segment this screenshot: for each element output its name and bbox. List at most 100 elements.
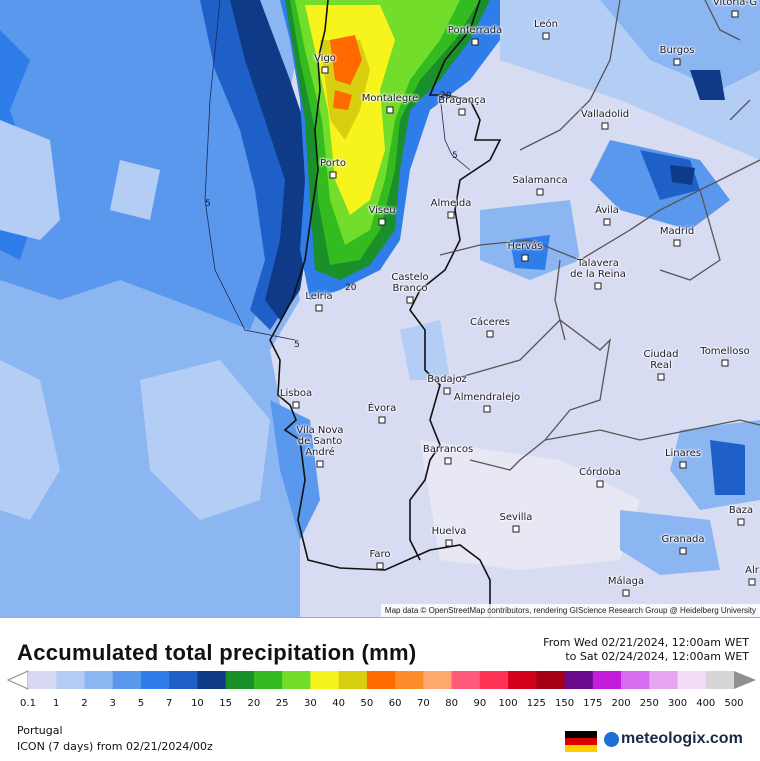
- city-label: Talavera de la Reina: [570, 258, 626, 280]
- city-label: Vigo: [314, 53, 336, 64]
- legend-tick-label: 40: [332, 698, 345, 709]
- legend-tick-label: 15: [219, 698, 233, 709]
- city-marker: [536, 188, 544, 196]
- city-label: Alr: [745, 565, 759, 576]
- city-marker: [316, 460, 324, 468]
- city-label: Huelva: [431, 526, 467, 537]
- city-marker: [596, 480, 604, 488]
- city-label: Faro: [369, 549, 391, 560]
- map-title: Accumulated total precipitation (mm): [17, 640, 417, 665]
- time-range-to: to Sat 02/24/2024, 12:00am WET: [565, 650, 749, 663]
- city-marker: [486, 330, 494, 338]
- legend-tick-label: 20: [247, 698, 261, 709]
- legend-tick-label: 125: [526, 698, 546, 709]
- legend-swatch: [423, 671, 453, 689]
- meteologix-logo[interactable]: meteologix.com: [604, 730, 743, 748]
- map-canvas: [0, 0, 760, 617]
- city-marker: [329, 171, 337, 179]
- legend-tick-label: 400: [696, 698, 716, 709]
- city-label: Montalegre: [361, 93, 419, 104]
- city-label: Lisboa: [279, 388, 313, 399]
- city-label: Baza: [728, 505, 754, 516]
- region-label: Portugal: [17, 724, 63, 737]
- legend-arrow-high: [734, 671, 756, 689]
- legend-swatch: [395, 671, 424, 689]
- legend-swatch: [282, 671, 311, 689]
- legend-tick-label: 80: [445, 698, 458, 709]
- city-label: Viseu: [368, 205, 396, 216]
- germany-flag-icon: [565, 731, 597, 752]
- city-label: Linares: [664, 448, 702, 459]
- legend-tick-label: 150: [555, 698, 575, 709]
- precipitation-map[interactable]: Vitoria-G Ponferrada León Vigo Burgos Montale…: [0, 0, 760, 617]
- city-label: Ávila: [595, 205, 619, 216]
- legend-tick-label: 3: [109, 698, 116, 709]
- legend-tick-label: 7: [166, 698, 173, 709]
- city-label: Cáceres: [469, 317, 511, 328]
- city-marker: [378, 218, 386, 226]
- legend-tick-label: 0.1: [20, 698, 36, 709]
- legend-tick-label: 2: [81, 698, 88, 709]
- legend-tick-label: 1: [53, 698, 60, 709]
- legend-tick-label: 70: [416, 698, 430, 709]
- city-marker: [673, 58, 681, 66]
- map-attribution[interactable]: Map data © OpenStreetMap contributors, r…: [380, 604, 760, 617]
- city-marker: [737, 518, 745, 526]
- legend-tick-label: 30: [304, 698, 317, 709]
- legend-swatch: [84, 671, 114, 689]
- legend-swatch: [310, 671, 340, 689]
- city-marker: [673, 239, 681, 247]
- legend-swatch: [140, 671, 170, 689]
- city-marker: [378, 416, 386, 424]
- city-marker: [483, 405, 491, 413]
- legend-swatch: [253, 671, 283, 689]
- legend-swatch: [508, 671, 537, 689]
- city-marker: [447, 211, 455, 219]
- contour-label: 5: [294, 340, 300, 350]
- legend-swatch: [28, 671, 57, 689]
- legend-tick-label: 200: [611, 698, 631, 709]
- legend-swatch: [197, 671, 227, 689]
- city-marker: [406, 296, 414, 304]
- brand-name: meteologix.com: [621, 730, 743, 747]
- legend-swatch: [649, 671, 679, 689]
- legend-swatch: [564, 671, 594, 689]
- city-marker: [731, 10, 739, 18]
- city-label: Hervás: [507, 241, 543, 252]
- legend-tick-label: 50: [360, 698, 374, 709]
- city-label: Salamanca: [512, 175, 568, 186]
- legend-swatch: [366, 671, 396, 689]
- city-marker: [444, 457, 452, 465]
- city-label: Sevilla: [499, 512, 533, 523]
- city-label: Évora: [367, 403, 397, 414]
- legend-swatch: [225, 671, 255, 689]
- legend-tick-label: 10: [191, 698, 204, 709]
- city-marker: [679, 547, 687, 555]
- city-label: Almendralejo: [453, 392, 521, 403]
- legend-tick-label: 90: [473, 698, 487, 709]
- city-marker: [292, 401, 300, 409]
- legend-tick-label: 175: [583, 698, 603, 709]
- city-marker: [315, 304, 323, 312]
- city-label: Córdoba: [579, 467, 621, 478]
- legend-swatch: [56, 671, 85, 689]
- city-label: Vitoria-G: [712, 0, 758, 8]
- city-marker: [748, 578, 756, 586]
- legend-swatch: [479, 671, 509, 689]
- city-label: Castelo Branco: [391, 272, 429, 294]
- city-marker: [321, 66, 329, 74]
- legend-tick-label: 25: [275, 698, 289, 709]
- city-label: Bragança: [438, 95, 486, 106]
- city-marker: [458, 108, 466, 116]
- city-label: Málaga: [607, 576, 645, 587]
- legend-swatch: [169, 671, 198, 689]
- contour-label: 5: [452, 151, 458, 161]
- city-marker: [594, 282, 602, 290]
- city-label: Madrid: [659, 226, 695, 237]
- model-label: ICON (7 days) from 02/21/2024/00z: [17, 740, 213, 753]
- city-marker: [386, 106, 394, 114]
- city-marker: [512, 525, 520, 533]
- city-label: Valladolid: [580, 109, 630, 120]
- legend-tick-label: 60: [388, 698, 402, 709]
- city-label: Leiria: [305, 291, 333, 302]
